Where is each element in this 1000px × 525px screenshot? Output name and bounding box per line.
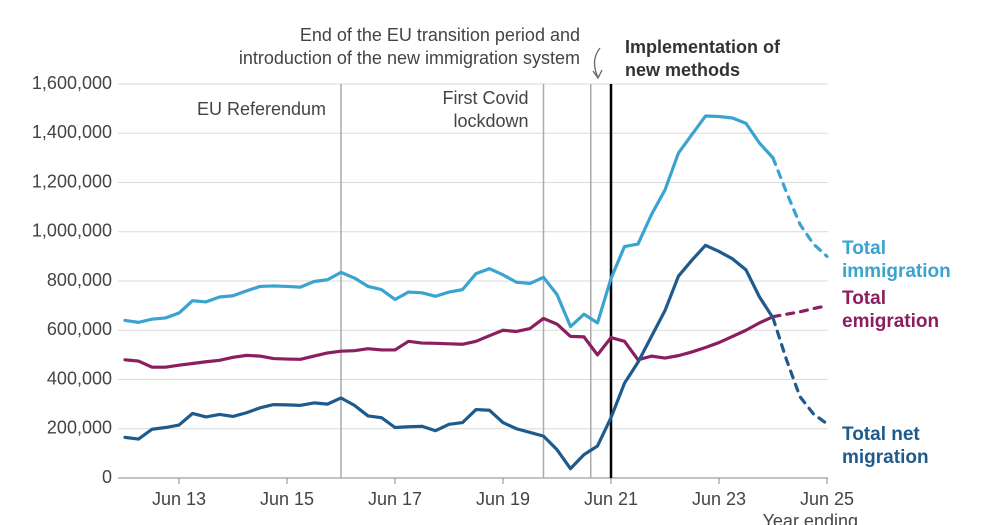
y-tick-label: 1,600,000 bbox=[32, 73, 112, 93]
event-label: introduction of the new immigration syst… bbox=[239, 48, 580, 68]
event-label: Implementation of bbox=[625, 37, 781, 57]
y-tick-label: 1,400,000 bbox=[32, 122, 112, 142]
x-tick-label: Jun 13 bbox=[152, 489, 206, 509]
event-label: End of the EU transition period and bbox=[300, 25, 580, 45]
event-label: First Covid bbox=[442, 88, 528, 108]
x-tick-label: Jun 25 bbox=[800, 489, 854, 509]
y-tick-label: 800,000 bbox=[47, 270, 112, 290]
y-tick-label: 600,000 bbox=[47, 319, 112, 339]
event-label: EU Referendum bbox=[197, 99, 326, 119]
annotation-arrow bbox=[592, 47, 603, 80]
x-tick-label: Jun 23 bbox=[692, 489, 746, 509]
x-tick-label: Jun 19 bbox=[476, 489, 530, 509]
series-line-dashed bbox=[771, 156, 829, 258]
y-tick-label: 0 bbox=[102, 467, 112, 487]
y-tick-label: 1,000,000 bbox=[32, 221, 112, 241]
series-line-dashed bbox=[771, 304, 829, 319]
x-tick-label: Jun 21 bbox=[584, 489, 638, 509]
series-line bbox=[123, 315, 775, 369]
x-tick-label: Jun 15 bbox=[260, 489, 314, 509]
event-label: lockdown bbox=[453, 111, 528, 131]
series-label: Total emigration bbox=[842, 288, 940, 332]
series-line-dashed bbox=[771, 316, 829, 426]
y-tick-label: 400,000 bbox=[47, 368, 112, 388]
y-tick-label: 200,000 bbox=[47, 418, 112, 438]
x-axis-label: Year ending bbox=[763, 511, 858, 525]
series-line bbox=[123, 114, 775, 329]
event-label: new methods bbox=[625, 60, 740, 80]
x-tick-label: Jun 17 bbox=[368, 489, 422, 509]
series-line bbox=[123, 243, 775, 471]
series-label: Total immigration bbox=[842, 238, 951, 282]
series-label: Total net migration bbox=[842, 424, 929, 468]
y-tick-label: 1,200,000 bbox=[32, 171, 112, 191]
